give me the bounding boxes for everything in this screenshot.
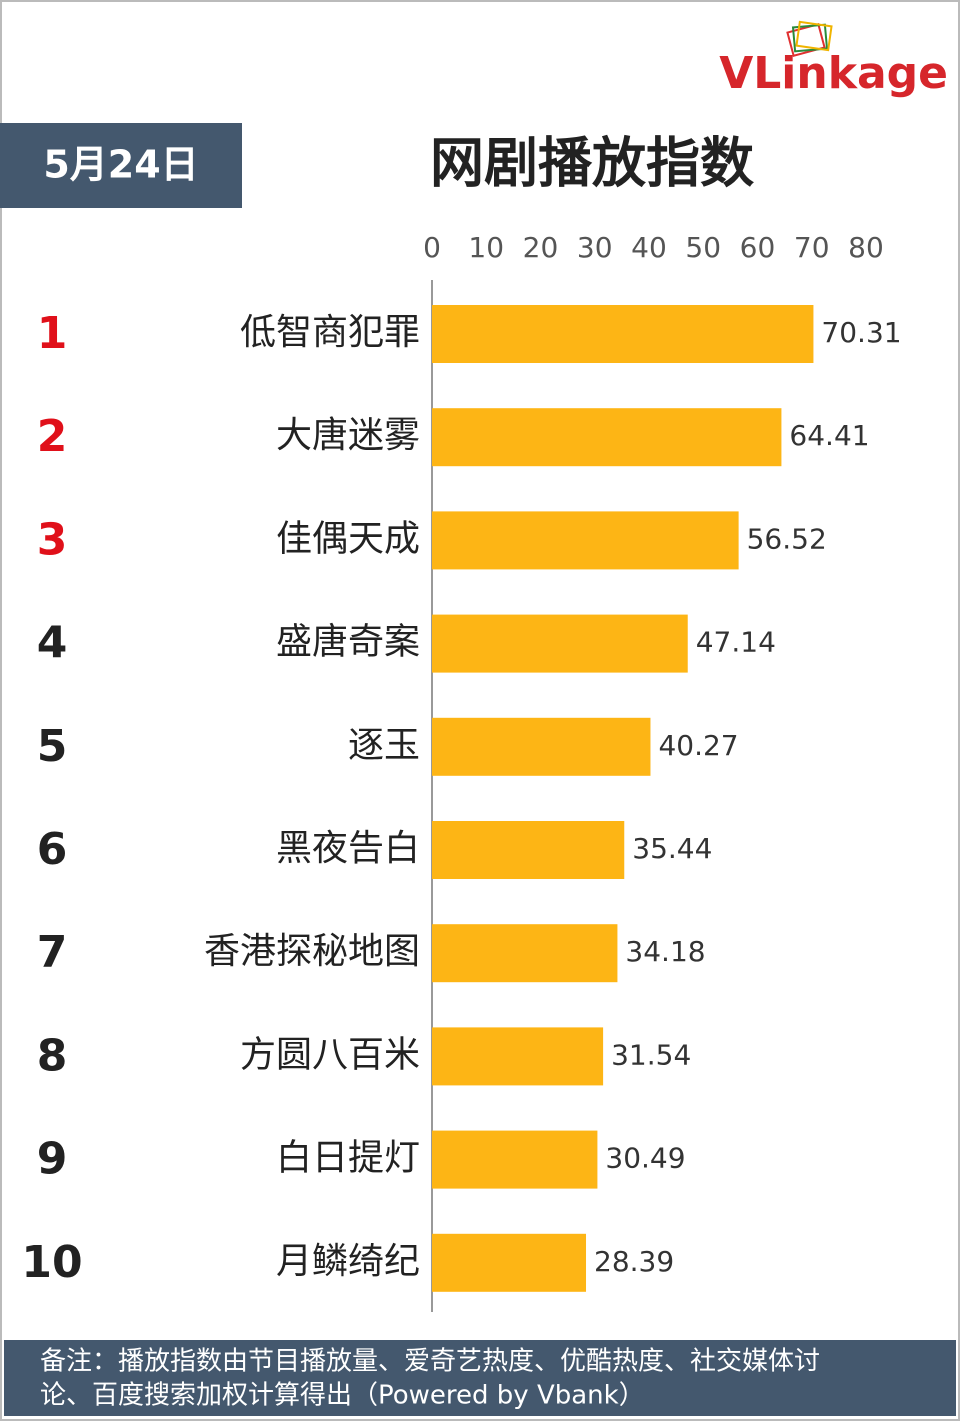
category-label: 低智商犯罪 [240, 312, 420, 353]
value-label: 31.54 [611, 1038, 691, 1071]
note: 备注：播放指数由节目播放量、爱奇艺热度、优酷热度、社交媒体讨 [40, 1347, 820, 1377]
x-tick-label: 50 [685, 231, 721, 264]
bar [432, 511, 739, 570]
value-label: 28.39 [594, 1245, 674, 1278]
rank: 3 [37, 514, 68, 565]
value-label: 70.31 [821, 316, 901, 349]
note-box [4, 1340, 956, 1416]
bar [432, 1130, 598, 1189]
rank: 6 [37, 824, 68, 875]
rank: 8 [37, 1030, 68, 1081]
x-tick-label: 20 [523, 231, 559, 264]
category-label: 黑夜告白 [276, 828, 420, 869]
category-label: 香港探秘地图 [204, 931, 420, 972]
date-box [0, 123, 242, 208]
category-label: 方圆八百米 [240, 1034, 420, 1075]
category-label: 大唐迷雾 [276, 415, 420, 456]
value-label: 35.44 [632, 832, 712, 865]
logo-icon [786, 20, 833, 57]
value-label: 64.41 [789, 419, 869, 452]
value-label: 34.18 [625, 935, 705, 968]
bar [432, 408, 782, 467]
value-label: 40.27 [658, 729, 738, 762]
chart-title: 网剧播放指数 [430, 132, 754, 195]
rank: 2 [37, 411, 68, 462]
x-tick-label: 60 [740, 231, 776, 264]
category-label: 逐玉 [348, 725, 420, 766]
category-label: 白日提灯 [276, 1138, 420, 1179]
bar [432, 305, 814, 363]
category-label: 盛唐奇案 [276, 622, 420, 663]
x-tick-label: 70 [794, 231, 830, 264]
x-tick-label: 0 [423, 231, 441, 264]
category-label: 月鳞绮纪 [276, 1241, 420, 1282]
rank: 9 [37, 1134, 68, 1185]
value-label: 47.14 [696, 626, 776, 659]
x-tick-label: 80 [848, 231, 884, 264]
bar [432, 1027, 604, 1086]
bar [432, 924, 618, 983]
bar [432, 614, 688, 673]
date: 5月24日 [43, 143, 198, 187]
x-tick-label: 30 [577, 231, 613, 264]
value-label: 56.52 [747, 522, 827, 555]
bar [432, 717, 651, 776]
value-label: 30.49 [605, 1142, 685, 1175]
brand: VLinkage [719, 48, 948, 99]
bar [432, 821, 625, 879]
bar [432, 1233, 587, 1292]
rank: 5 [37, 721, 68, 772]
note: 论、百度搜索加权计算得出（Powered by Vbank） [40, 1381, 645, 1411]
rank: 7 [37, 927, 68, 978]
rank: 10 [21, 1237, 82, 1288]
category-label: 佳偶天成 [276, 518, 420, 559]
rank: 4 [37, 618, 68, 669]
x-tick-label: 40 [631, 231, 667, 264]
x-tick-label: 10 [468, 231, 504, 264]
rank: 1 [37, 308, 68, 359]
